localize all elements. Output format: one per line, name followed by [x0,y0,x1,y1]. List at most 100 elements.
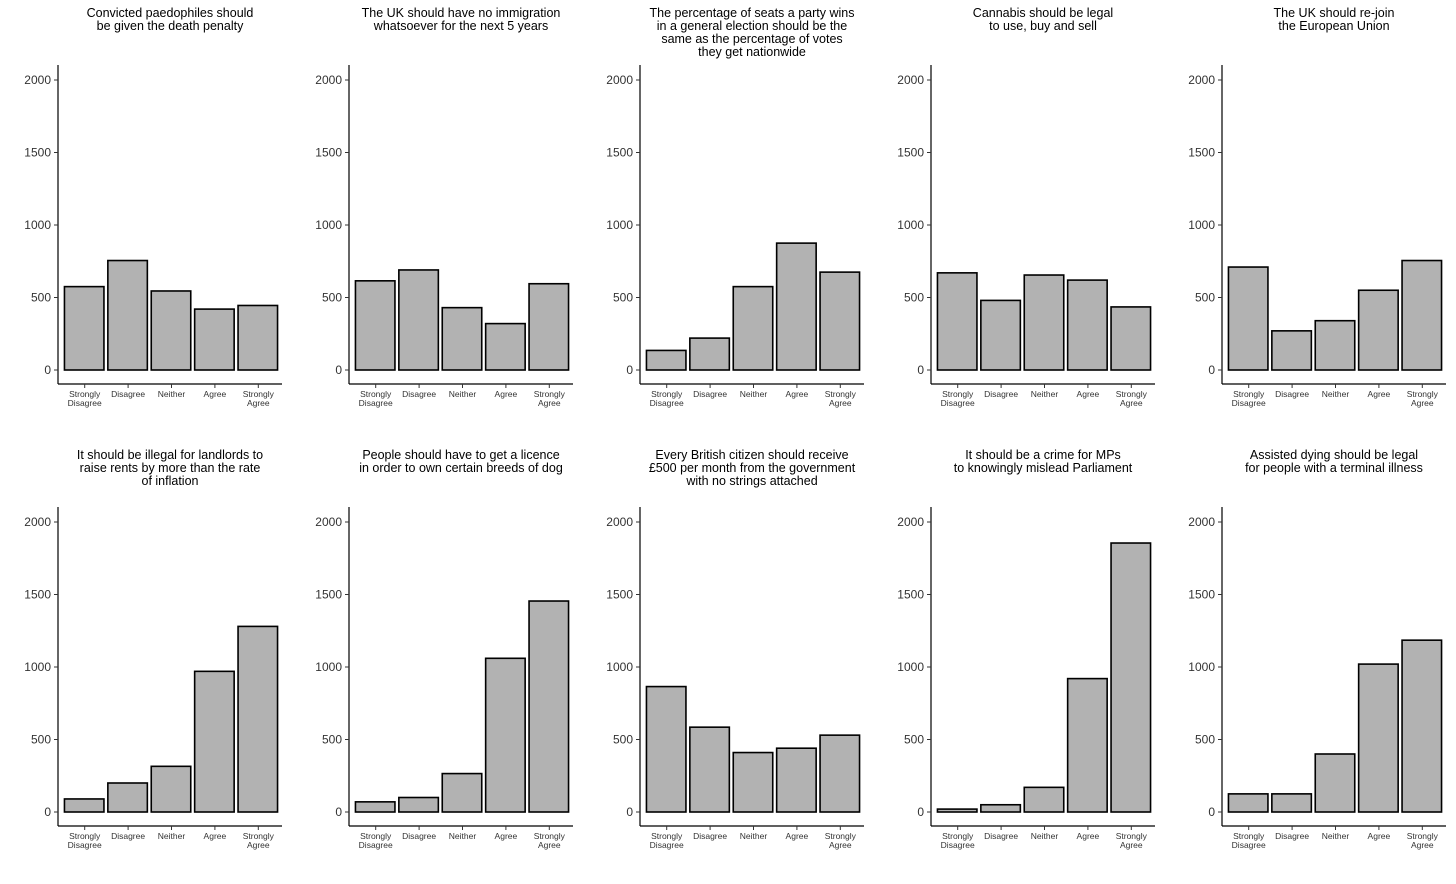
y-tick-label: 1500 [606,588,633,602]
chart-title-line: whatsoever for the next 5 years [373,19,548,33]
bar-neither [441,306,483,371]
x-tick-label: Neither [1031,389,1059,399]
x-tick-label: Strongly Disagree [941,389,975,408]
y-tick-label: 1500 [1188,146,1215,160]
x-tick-label: Disagree [402,831,436,841]
x-tick-label: Neither [449,389,477,399]
y-tick-label: 1000 [1188,218,1215,232]
x-tick-label: Strongly Disagree [650,389,684,408]
y-tick-label: 1000 [1188,660,1215,674]
y-tick-label: 500 [1195,733,1215,747]
x-tick-label: Strongly Disagree [68,389,102,408]
x-tick-label: Strongly Disagree [1232,389,1266,408]
x-tick-label: Disagree [1275,831,1309,841]
chart-title-line: they get nationwide [698,45,806,59]
bar-disagree [689,726,731,813]
x-tick-label: Strongly Agree [1116,831,1148,850]
y-tick-label: 2000 [24,73,51,87]
x-tick-label: Neither [158,389,186,399]
bar-strongly-disagree [645,685,687,813]
x-tick-label: Strongly Agree [1407,389,1439,408]
x-tick-label: Strongly Disagree [650,831,684,850]
bar-strongly-disagree [354,801,396,813]
x-tick-label: Strongly Agree [1407,831,1439,850]
bar-strongly-agree [237,304,279,371]
chart-panel-8: Every British citizen should receive£500… [606,448,864,850]
bar-neither [1314,319,1356,371]
chart-title-line: same as the percentage of votes [661,32,842,46]
bar-strongly-disagree [1227,793,1269,813]
y-tick-label: 1000 [24,660,51,674]
x-tick-label: Strongly Agree [1116,389,1148,408]
y-tick-label: 1500 [24,588,51,602]
x-tick-label: Disagree [984,831,1018,841]
x-tick-label: Agree [1368,389,1391,399]
bar-disagree [1271,330,1313,371]
y-tick-label: 0 [626,805,633,819]
bar-disagree [107,782,149,813]
x-tick-label: Disagree [111,831,145,841]
x-tick-label: Disagree [984,389,1018,399]
bar-neither [150,765,192,813]
y-tick-label: 2000 [24,515,51,529]
y-tick-label: 500 [1195,291,1215,305]
x-tick-label: Strongly Agree [243,389,275,408]
chart-panel-2: The UK should have no immigrationwhatsoe… [315,6,573,408]
y-tick-label: 1000 [315,218,342,232]
x-tick-label: Strongly Disagree [359,389,393,408]
x-tick-label: Disagree [693,389,727,399]
x-tick-label: Disagree [1275,389,1309,399]
y-tick-label: 500 [613,291,633,305]
y-tick-label: 2000 [1188,515,1215,529]
bar-agree [1066,677,1108,813]
y-tick-label: 2000 [315,73,342,87]
bar-neither [1023,786,1065,813]
bar-strongly-disagree [936,808,978,813]
y-tick-label: 1500 [315,588,342,602]
x-tick-label: Neither [740,831,768,841]
y-tick-label: 1000 [897,218,924,232]
bar-agree [484,322,526,371]
y-tick-label: 500 [31,733,51,747]
chart-title-line: in order to own certain breeds of dog [359,461,563,475]
y-tick-label: 0 [44,805,51,819]
x-tick-label: Agree [786,831,809,841]
y-tick-label: 2000 [1188,73,1215,87]
bar-disagree [980,299,1022,371]
chart-panel-6: It should be illegal for landlords torai… [24,448,282,850]
y-tick-label: 2000 [606,73,633,87]
bar-strongly-disagree [354,280,396,371]
x-tick-label: Neither [740,389,768,399]
chart-title-line: The UK should re-join [1274,6,1395,20]
chart-title-line: in a general election should be the [657,19,847,33]
chart-title-line: of inflation [142,474,199,488]
y-tick-label: 500 [322,291,342,305]
y-tick-label: 1500 [1188,588,1215,602]
x-tick-label: Strongly Agree [825,389,857,408]
chart-title-line: Cannabis should be legal [973,6,1113,20]
x-tick-label: Strongly Disagree [68,831,102,850]
x-tick-label: Agree [204,389,227,399]
bar-agree [775,242,817,371]
y-tick-label: 0 [335,805,342,819]
y-tick-label: 500 [613,733,633,747]
bar-neither [732,751,774,813]
chart-title-line: be given the death penalty [97,19,244,33]
y-tick-label: 1000 [24,218,51,232]
bar-neither [150,290,192,371]
bar-strongly-disagree [63,285,105,371]
x-tick-label: Agree [495,389,518,399]
x-tick-label: Strongly Agree [534,831,566,850]
x-tick-label: Neither [449,831,477,841]
x-tick-label: Strongly Agree [243,831,275,850]
bar-disagree [107,259,149,371]
bar-neither [441,772,483,813]
bar-disagree [689,337,731,371]
chart-title-line: to use, buy and sell [989,19,1097,33]
chart-title-line: with no strings attached [685,474,817,488]
y-tick-label: 0 [44,363,51,377]
